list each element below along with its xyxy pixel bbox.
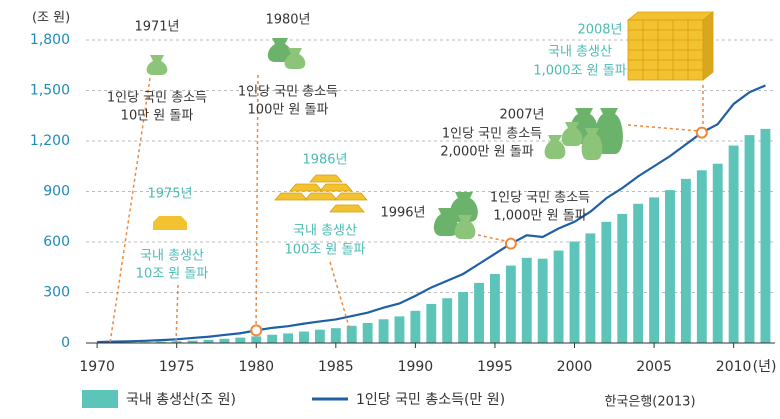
annotation-text: 1,000만 원 돌파 [493, 209, 586, 224]
annotation-text: 100만 원 돌파 [248, 103, 329, 118]
bar [347, 326, 357, 343]
y-tick-label: 1,500 [30, 83, 70, 99]
annotation-text: 10조 원 돌파 [136, 267, 209, 282]
annotation-text: 1인당 국민 총소득 [490, 191, 590, 206]
bar [299, 332, 309, 343]
bar [697, 170, 707, 343]
leader [628, 85, 703, 131]
bar [331, 328, 341, 343]
annotation-text: 1인당 국민 총소득 [107, 91, 207, 106]
bar [315, 330, 325, 343]
bar [633, 204, 643, 343]
money-bag [147, 55, 168, 75]
y-tick-label: 1,800 [30, 32, 70, 48]
x-tick-label: 1970 [79, 359, 115, 375]
bar [745, 135, 755, 343]
y-tick-label: 1,200 [30, 133, 70, 149]
annotation-year: 2007년 [499, 108, 544, 123]
chart: (조 원) 한국은행(2013) 0 300 600 900 1,200 1,500 1,8… [0, 0, 780, 419]
x-tick-label: 1980 [238, 359, 274, 375]
y-tick-label: 900 [43, 184, 70, 200]
annotation-text: 국내 총생산 [548, 45, 612, 60]
legend-swatch [82, 390, 118, 408]
highlight-point [506, 239, 516, 249]
x-tick-label: 2010 [716, 359, 752, 375]
bar [713, 164, 723, 343]
bar [570, 241, 580, 343]
y-tick-label: 300 [43, 285, 70, 301]
money-bags [545, 108, 623, 160]
bar [363, 323, 373, 343]
bar [617, 214, 627, 343]
bar [235, 338, 245, 343]
bar [220, 339, 230, 343]
highlight-point [697, 128, 707, 138]
bar [729, 146, 739, 343]
annotation-year: 1980년 [265, 13, 310, 28]
annotation-text: 국내 총생산 [140, 249, 204, 264]
bar [538, 259, 548, 343]
source: 한국은행(2013) [604, 394, 695, 410]
annotation-text: 국내 총생산 [293, 224, 357, 239]
leader [478, 235, 510, 242]
highlight-point [251, 325, 261, 335]
bar [601, 222, 611, 343]
money-bags [434, 192, 478, 239]
bar [474, 283, 484, 343]
x-tick-label: 1975 [159, 359, 195, 375]
x-tick-label: 1990 [398, 359, 434, 375]
bar [761, 129, 771, 343]
annotation-text: 1인당 국민 총소득 [442, 127, 542, 142]
x-tick-label: 1985 [318, 359, 354, 375]
annotation-text: 1,000조 원 돌파 [533, 64, 626, 79]
money-bag [268, 38, 306, 69]
bar [410, 311, 420, 343]
bar [554, 251, 564, 343]
annotation-text: 100조 원 돌파 [285, 243, 366, 258]
x-tick-label: 2005 [636, 359, 672, 375]
x-tick-label: 2000 [557, 359, 593, 375]
bar [379, 319, 389, 343]
y-tick-label: 0 [61, 335, 70, 351]
bar [267, 335, 277, 343]
x-tick-label: 1995 [477, 359, 513, 375]
bar [506, 266, 516, 343]
gold-bars [275, 175, 367, 212]
bar [681, 179, 691, 343]
bar [490, 274, 500, 343]
bar [522, 258, 532, 343]
bar [395, 316, 405, 343]
bar [442, 298, 452, 343]
y-tick-label: 600 [43, 234, 70, 250]
annotation-text: 2,000만 원 돌파 [440, 145, 533, 160]
bar [585, 233, 595, 343]
annotation-year: 1971년 [134, 20, 179, 35]
gold-bar [153, 216, 187, 230]
annotation-year: 1996년 [380, 206, 425, 221]
gold-stack [628, 12, 713, 80]
y-unit: (조 원) [32, 11, 70, 26]
annotation-text: 10만 원 돌파 [121, 109, 194, 124]
bar [426, 304, 436, 343]
annotation-year: 2008년 [577, 23, 622, 38]
bar [251, 336, 261, 343]
x-unit: (년) [753, 359, 777, 375]
annotation-text: 1인당 국민 총소득 [238, 85, 338, 100]
leader [176, 285, 178, 342]
bar [283, 333, 293, 343]
legend-label: 국내 총생산(조 원) [126, 392, 236, 408]
annotation-year: 1975년 [147, 187, 192, 202]
bar [665, 190, 675, 343]
bar [649, 197, 659, 343]
bar [458, 292, 468, 343]
annotation-year: 1986년 [302, 153, 347, 168]
legend-label: 1인당 국민 총소득(만 원) [356, 392, 505, 408]
